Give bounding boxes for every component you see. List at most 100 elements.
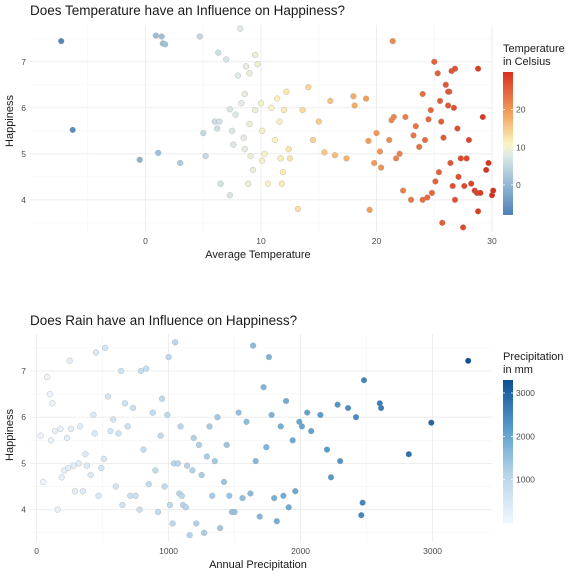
data-point [158,395,166,402]
data-point [268,411,275,419]
data-point [203,453,211,460]
data-point [451,65,459,72]
legend-tick-label: 10 [516,142,526,152]
data-point [82,451,89,458]
data-point [377,404,385,412]
data-point [479,113,486,121]
data-point [90,411,97,419]
y-axis-title: Happiness [4,409,16,461]
data-point [444,102,452,109]
data-point [271,494,278,502]
data-point [154,508,162,516]
data-point [77,423,84,430]
data-point [223,56,230,63]
data-point [390,113,397,121]
data-point [136,156,143,163]
y-tick-label: 4 [21,505,26,515]
x-tick-label: 0 [143,236,148,246]
data-point [273,518,280,525]
y-axis-ticks: 4 5 6 7 [21,57,26,205]
data-point [252,106,259,114]
data-point [242,63,250,70]
data-point [249,166,257,174]
data-point [444,88,452,95]
data-point [392,155,400,162]
data-point [136,506,143,513]
data-point [140,446,147,453]
data-point [396,150,403,157]
data-point [158,33,165,40]
data-point [315,118,322,125]
y-tick-label: 7 [21,366,26,376]
data-point [157,432,164,439]
chart-title: Does Rain have an Influence on Happiness… [30,313,297,328]
data-point [343,155,350,162]
data-point [164,411,171,419]
data-point [215,49,222,56]
data-point [490,187,497,194]
data-point [104,393,112,400]
data-point [252,51,259,59]
data-point [152,32,160,39]
data-point [119,501,126,509]
data-point [200,129,207,137]
data-point [412,123,419,130]
data-point [256,513,263,520]
data-point [243,418,250,425]
data-point [350,93,357,100]
data-point [461,182,468,190]
data-point [127,492,134,499]
data-point [289,437,296,444]
data-point [247,152,254,160]
data-point [115,430,122,437]
precipitation-chart: Does Rain have an Influence on Happiness… [4,313,564,571]
legend-title-line2: in mm [503,364,533,376]
data-point [474,208,482,215]
data-point [75,460,82,467]
data-point [240,134,247,141]
data-point [230,141,237,148]
data-point [165,353,172,361]
data-point [235,409,242,416]
color-legend: Precipitation in mm 1000 2000 3000 [503,351,564,523]
data-point [468,180,475,187]
data-point [252,457,259,465]
data-point [308,427,315,435]
data-point [440,134,447,141]
data-point [410,132,417,139]
data-point [425,116,432,123]
legend-ticks: 0 10 20 [503,105,526,190]
data-point [428,419,435,426]
data-point [214,414,221,421]
data-point [202,152,209,160]
color-legend: Temperature in Celsius 0 10 20 [503,43,565,215]
legend-tick-label: 0 [516,180,521,190]
data-point [216,524,224,532]
data-point [474,65,482,72]
data-point [463,155,470,162]
data-point [182,504,189,511]
data-point [268,104,275,111]
data-point [172,339,179,346]
data-point [83,462,90,469]
data-point [226,192,233,199]
legend-tick-label: 2000 [516,431,535,441]
data-point [69,126,76,134]
data-point [129,404,137,412]
data-point [241,146,248,153]
data-point [373,129,380,137]
data-point [112,483,119,490]
data-point [485,159,492,167]
y-tick-label: 7 [21,57,26,67]
x-tick-label: 2000 [291,546,310,556]
data-point [323,446,331,453]
data-point [121,400,129,407]
data-point [428,189,436,197]
legend-title-line2: in Celsius [503,56,551,68]
data-point [58,474,65,481]
data-point [189,467,196,474]
data-point [389,37,396,45]
x-tick-label: 30 [487,236,497,246]
data-point [110,416,117,423]
data-point [465,357,472,364]
